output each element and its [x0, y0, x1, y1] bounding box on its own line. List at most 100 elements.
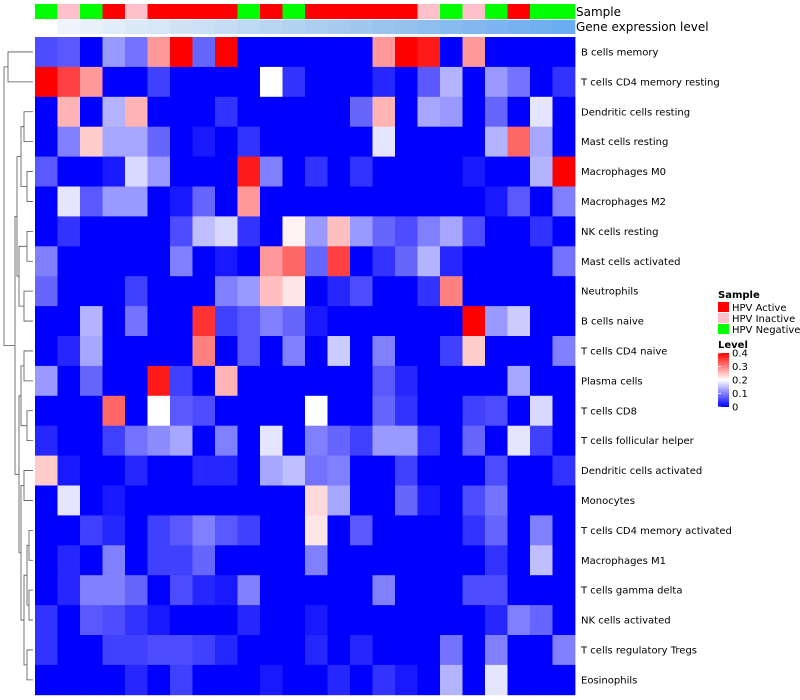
heatmap-cell	[327, 336, 351, 367]
heatmap-cell	[327, 66, 351, 98]
heatmap-cell	[147, 515, 171, 546]
heatmap-cell	[125, 395, 148, 427]
heatmap-cell	[485, 425, 508, 456]
heatmap-cell	[395, 664, 418, 696]
heatmap-cell	[350, 246, 373, 277]
heatmap-cell	[485, 216, 508, 247]
expression-annotation-cell	[552, 20, 576, 34]
heatmap-cell	[237, 515, 261, 546]
heatmap-cell	[462, 545, 486, 576]
heatmap-cell	[440, 306, 463, 337]
heatmap-cell	[237, 545, 261, 576]
heatmap-cell	[192, 156, 216, 187]
heatmap-cell	[440, 395, 463, 427]
heatmap-cell	[192, 455, 216, 486]
heatmap-cell	[57, 186, 81, 217]
heatmap-cell	[125, 246, 148, 277]
heatmap-cell	[57, 126, 81, 157]
heatmap-cell	[102, 186, 126, 217]
heatmap-cell	[80, 664, 103, 696]
heatmap-cell	[170, 605, 193, 636]
heatmap-cell	[260, 635, 283, 666]
heatmap-cell	[35, 425, 58, 456]
heatmap-cell	[462, 395, 486, 427]
heatmap-cell	[305, 605, 328, 636]
heatmap-cell	[552, 664, 576, 696]
heatmap-cell	[395, 66, 418, 98]
heatmap-cell	[372, 66, 396, 98]
row-label: T cells CD4 memory activated	[580, 526, 732, 537]
heatmap-cell	[440, 575, 463, 606]
sample-annotation-cell	[485, 4, 508, 19]
heatmap-cell	[395, 126, 418, 157]
heatmap-cell	[462, 126, 486, 157]
dendrogram-branch	[20, 485, 24, 621]
level-tick-label: 0.3	[732, 362, 748, 373]
sample-annotation-cell	[192, 4, 216, 19]
heatmap-cell	[417, 605, 441, 636]
heatmap-cell	[102, 395, 126, 427]
heatmap-cell	[440, 216, 463, 247]
heatmap-cell	[485, 515, 508, 546]
sample-annotation-cell	[305, 4, 328, 19]
heatmap-cell	[462, 515, 486, 546]
heatmap-cell	[102, 126, 126, 157]
sample-annotation-label: Sample	[576, 5, 621, 19]
heatmap-cell	[372, 336, 396, 367]
heatmap-cell	[147, 126, 171, 157]
heatmap-cell	[350, 575, 373, 606]
heatmap-cell	[192, 96, 216, 128]
heatmap-cell	[170, 216, 193, 247]
heatmap-cell	[260, 575, 283, 606]
heatmap-cell	[372, 216, 396, 247]
dendrogram-branch	[3, 66, 15, 346]
heatmap-cell	[507, 66, 531, 98]
heatmap-cell	[260, 365, 283, 397]
heatmap-cell	[530, 575, 553, 606]
heatmap-cell	[507, 605, 531, 636]
heatmap-cell	[462, 37, 486, 68]
sample-annotation-cell	[350, 4, 373, 19]
heatmap-cell	[192, 664, 216, 696]
heatmap-cell	[170, 365, 193, 397]
heatmap-cell	[102, 425, 126, 456]
heatmap-cell	[530, 635, 553, 666]
heatmap-cell	[147, 365, 171, 397]
heatmap-cell	[507, 455, 531, 486]
heatmap-cell	[395, 216, 418, 247]
heatmap-cell	[440, 605, 463, 636]
heatmap-cell	[80, 455, 103, 486]
heatmap-cell	[102, 605, 126, 636]
heatmap-cell	[530, 336, 553, 367]
heatmap-cell	[395, 336, 418, 367]
heatmap-cell	[147, 605, 171, 636]
heatmap-cell	[125, 126, 148, 157]
heatmap-cell	[350, 186, 373, 217]
heatmap-cell	[372, 605, 396, 636]
heatmap-cell	[440, 186, 463, 217]
heatmap-cell	[462, 664, 486, 696]
expression-annotation-cell	[485, 20, 508, 34]
expression-annotation-cell	[395, 20, 418, 34]
heatmap-cell	[192, 216, 216, 247]
heatmap-cell	[372, 156, 396, 187]
heatmap-cell	[215, 425, 238, 456]
heatmap-cell	[305, 336, 328, 367]
heatmap-cell	[507, 515, 531, 546]
heatmap-cell	[440, 336, 463, 367]
heatmap-cell	[170, 455, 193, 486]
heatmap-cell	[237, 306, 261, 337]
heatmap-cell	[372, 246, 396, 277]
heatmap-cell	[237, 336, 261, 367]
heatmap-cell	[282, 365, 306, 397]
heatmap-cell	[170, 336, 193, 367]
heatmap-cell	[192, 66, 216, 98]
expression-annotation-cell	[530, 20, 553, 34]
heatmap-cell	[57, 605, 81, 636]
sample-annotation-cell	[80, 4, 103, 19]
heatmap-cell	[440, 96, 463, 128]
heatmap-cell	[372, 37, 396, 68]
heatmap-cell	[282, 485, 306, 516]
heatmap-cell	[462, 635, 486, 666]
